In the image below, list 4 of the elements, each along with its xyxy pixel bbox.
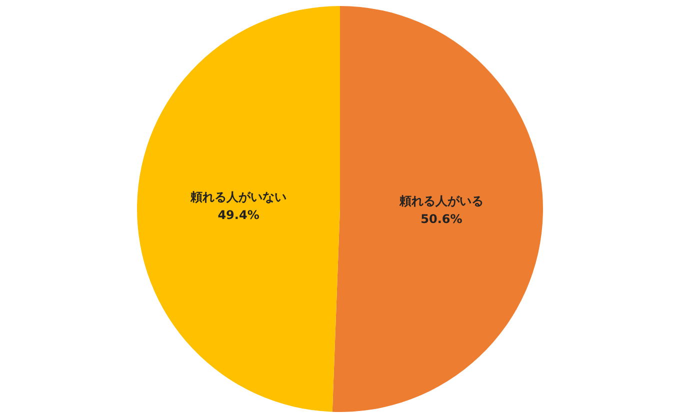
slice-label: 頼れる人がいない (190, 190, 287, 204)
data-label: 50.6% (420, 212, 462, 226)
data-label: 49.4% (218, 208, 260, 222)
slice-label: 頼れる人がいる (398, 194, 484, 208)
